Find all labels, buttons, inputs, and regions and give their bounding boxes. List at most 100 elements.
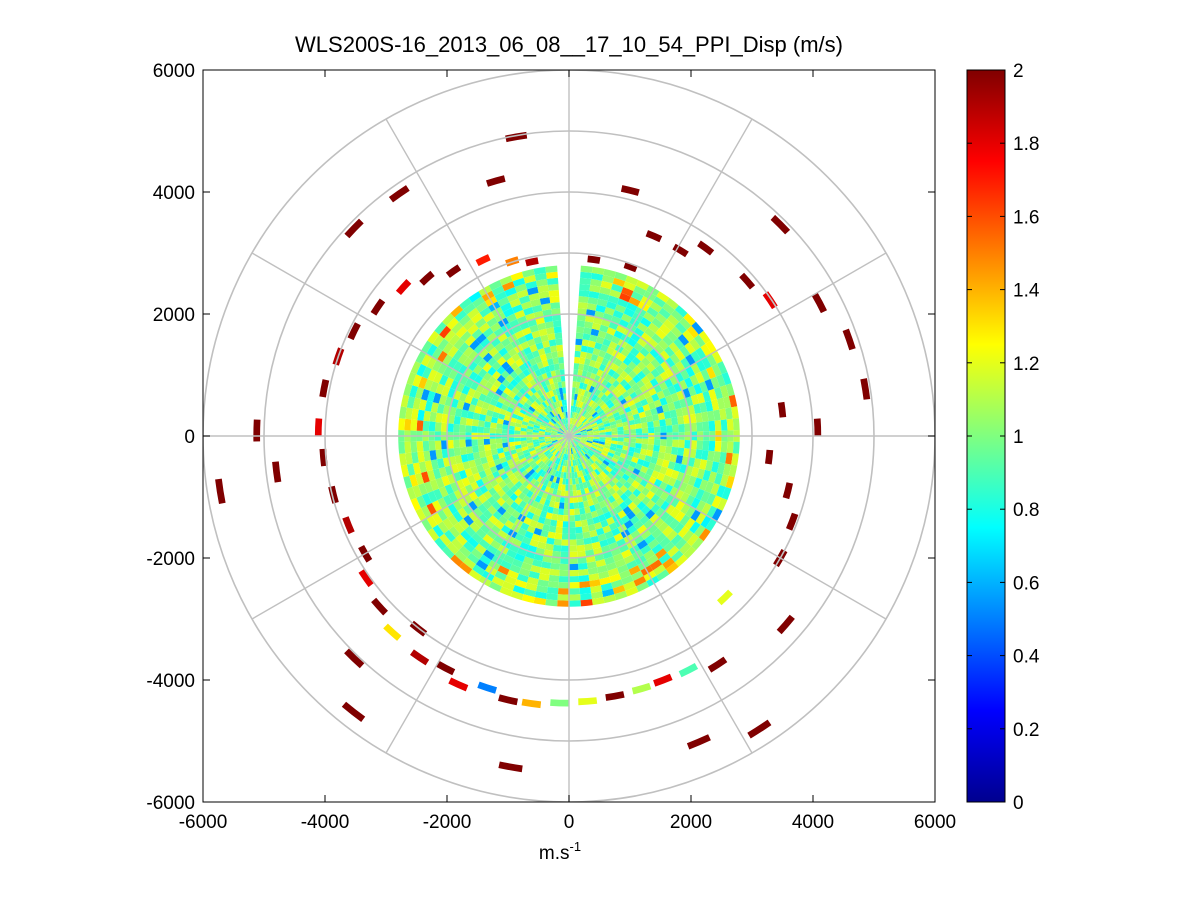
core-gate — [458, 392, 468, 403]
core-gate — [701, 356, 712, 370]
core-gate — [554, 408, 560, 415]
core-gate — [518, 484, 526, 493]
core-gate — [552, 428, 558, 432]
core-gate — [551, 469, 557, 477]
core-gate — [574, 437, 581, 441]
core-gate — [520, 443, 528, 448]
core-gate — [523, 402, 531, 409]
core-gate — [597, 391, 605, 399]
core-gate — [702, 390, 712, 403]
core-gate — [488, 581, 502, 592]
core-gate — [547, 453, 554, 460]
core-gate — [539, 353, 548, 362]
core-gate — [505, 454, 513, 462]
core-gate — [569, 582, 580, 589]
core-gate — [530, 565, 542, 574]
core-gate — [583, 390, 589, 397]
core-gate — [601, 449, 609, 455]
core-gate — [430, 459, 439, 470]
core-gate — [574, 412, 578, 419]
core-gate — [574, 459, 578, 466]
core-gate — [619, 362, 628, 371]
core-gate — [460, 454, 469, 463]
core-gate — [650, 358, 661, 369]
core-gate — [484, 395, 493, 404]
core-gate — [550, 383, 556, 391]
core-gate — [516, 415, 524, 421]
core-gate — [557, 594, 569, 601]
core-gate — [598, 443, 605, 448]
core-gate — [670, 534, 683, 546]
core-gate — [471, 532, 483, 544]
core-gate — [636, 379, 645, 389]
core-gate — [573, 399, 577, 407]
core-gate — [538, 430, 545, 434]
core-gate — [588, 573, 600, 581]
core-gate — [513, 488, 522, 497]
core-gate — [480, 456, 488, 465]
core-gate — [609, 289, 622, 299]
core-gate — [651, 333, 663, 344]
core-gate — [570, 460, 574, 467]
core-gate — [594, 522, 603, 530]
core-gate — [557, 421, 562, 427]
core-gate — [627, 484, 637, 494]
core-gate — [569, 490, 574, 498]
core-gate — [653, 296, 666, 308]
core-gate — [653, 444, 660, 452]
core-gate — [543, 417, 550, 423]
core-gate — [424, 400, 433, 412]
core-gate — [557, 394, 562, 401]
core-gate — [696, 440, 704, 450]
core-gate — [490, 337, 501, 348]
core-gate — [699, 459, 708, 470]
core-gate — [548, 446, 555, 451]
core-gate — [583, 475, 589, 482]
core-gate — [621, 449, 629, 455]
core-gate — [673, 338, 685, 350]
core-gate — [553, 482, 559, 490]
core-gate — [516, 451, 524, 457]
core-gate — [540, 411, 547, 418]
core-gate — [503, 387, 512, 396]
core-gate — [700, 343, 712, 357]
core-gate — [614, 304, 627, 314]
cbar-tick-label: 2 — [1013, 61, 1024, 82]
core-gate — [590, 445, 598, 450]
core-gate — [679, 317, 692, 330]
core-gate — [561, 447, 565, 454]
core-gate — [571, 472, 575, 479]
core-gate — [651, 543, 664, 555]
y-tick-label: 6000 — [153, 61, 195, 82]
outer-gate — [620, 185, 640, 196]
core-gate — [573, 428, 580, 433]
core-gate — [500, 524, 511, 535]
core-gate — [453, 489, 464, 501]
core-gate — [673, 400, 682, 410]
core-gate — [441, 475, 451, 487]
core-gate — [731, 453, 739, 466]
core-gate — [590, 510, 599, 519]
core-gate — [557, 437, 564, 440]
core-gate — [535, 466, 542, 474]
core-gate — [627, 399, 635, 407]
core-gate — [615, 447, 623, 453]
core-gate — [603, 444, 611, 450]
core-gate — [570, 447, 573, 455]
core-gate — [672, 424, 679, 433]
core-gate — [674, 371, 685, 383]
core-gate — [472, 451, 481, 460]
core-gate — [562, 459, 566, 467]
core-gate — [433, 371, 443, 384]
core-gate — [617, 353, 627, 362]
core-gate — [427, 528, 440, 542]
core-gate — [680, 503, 691, 515]
y-tick-label: -2000 — [146, 549, 195, 570]
azimuth-spoke — [385, 435, 570, 754]
core-gate — [581, 434, 588, 436]
core-gate — [582, 481, 588, 489]
core-gate — [671, 416, 679, 426]
core-gate — [559, 413, 563, 420]
core-gate — [487, 460, 496, 468]
core-gate — [627, 450, 635, 457]
